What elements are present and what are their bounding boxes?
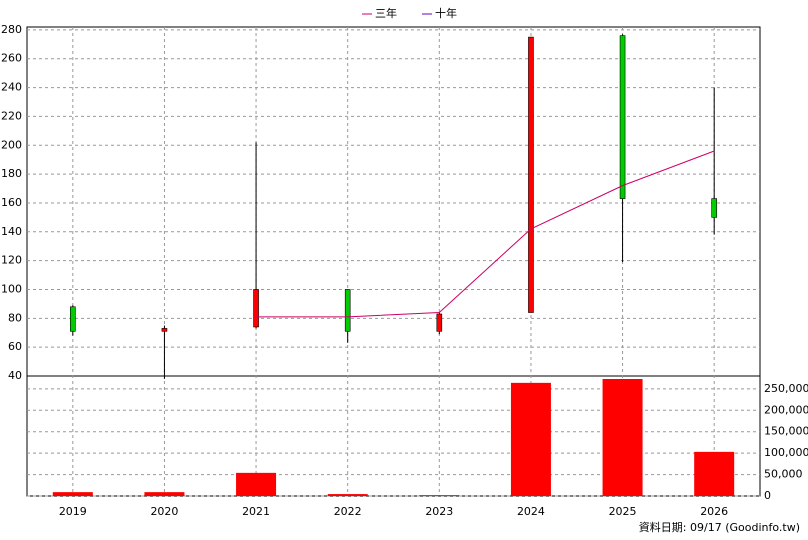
candle-body bbox=[528, 36, 534, 313]
x-tick-label: 2026 bbox=[700, 505, 728, 518]
y2-tick-label: 50,000 bbox=[764, 468, 803, 481]
x-tick-label: 2021 bbox=[242, 505, 270, 518]
candle-body bbox=[253, 289, 259, 328]
ma-line bbox=[256, 150, 715, 318]
y-tick-label: 120 bbox=[1, 254, 22, 267]
x-tick-label: 2024 bbox=[517, 505, 545, 518]
volume-bar bbox=[327, 494, 368, 496]
y-tick-label: 240 bbox=[1, 81, 22, 94]
volume-bar bbox=[510, 382, 551, 496]
legend-label: 十年 bbox=[435, 6, 457, 20]
volume-bar bbox=[236, 472, 277, 496]
y-tick-label: 40 bbox=[8, 369, 22, 382]
volume-bar bbox=[419, 495, 460, 496]
candle-body bbox=[436, 313, 443, 332]
x-tick-label: 2022 bbox=[334, 505, 362, 518]
y-tick-label: 280 bbox=[1, 23, 22, 36]
y-tick-label: 60 bbox=[8, 340, 22, 353]
y-tick-label: 180 bbox=[1, 167, 22, 180]
y-tick-label: 200 bbox=[1, 138, 22, 151]
y-tick-label: 100 bbox=[1, 282, 22, 295]
candle-body bbox=[619, 35, 626, 199]
volume-bar bbox=[52, 492, 93, 496]
y2-tick-label: 200,000 bbox=[764, 403, 808, 416]
y-tick-label: 140 bbox=[1, 225, 22, 238]
volume-bar bbox=[144, 492, 185, 496]
x-tick-label: 2023 bbox=[425, 505, 453, 518]
y2-tick-label: 250,000 bbox=[764, 382, 808, 395]
y-tick-label: 80 bbox=[8, 311, 22, 324]
x-tick-label: 2020 bbox=[150, 505, 178, 518]
candle-body bbox=[711, 198, 717, 218]
candle-body bbox=[161, 328, 168, 332]
y2-tick-label: 150,000 bbox=[764, 425, 808, 438]
x-tick-label: 2025 bbox=[609, 505, 637, 518]
volume-bar bbox=[694, 451, 735, 496]
plot-frame bbox=[26, 26, 761, 497]
x-tick-label: 2019 bbox=[59, 505, 87, 518]
y-tick-label: 160 bbox=[1, 196, 22, 209]
footer: 資料日期: 09/17 (Goodinfo.tw) bbox=[639, 520, 800, 534]
candle-body bbox=[344, 289, 351, 332]
legend-label: 三年 bbox=[375, 6, 397, 20]
y2-tick-label: 0 bbox=[764, 489, 771, 502]
y-tick-label: 260 bbox=[1, 52, 22, 65]
candle-body bbox=[70, 306, 76, 332]
volume-bar bbox=[602, 379, 643, 496]
y-tick-label: 220 bbox=[1, 109, 22, 122]
y2-tick-label: 100,000 bbox=[764, 446, 808, 459]
